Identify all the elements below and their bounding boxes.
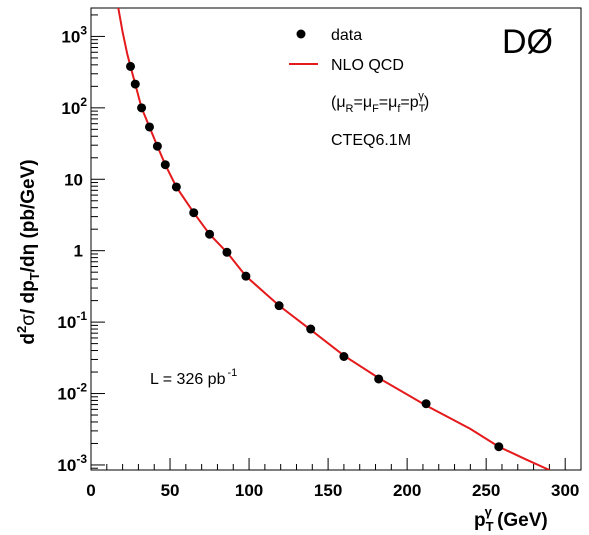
data-point	[126, 61, 136, 71]
data-point	[274, 301, 284, 311]
x-axis: 0 50 100 150 200 250 300	[86, 458, 579, 500]
data-point	[421, 399, 431, 409]
legend-nlo-label: NLO QCD	[331, 57, 404, 74]
x-tick-label: 150	[314, 481, 342, 500]
y-axis-title: d2σ/ dpT/dη (pb/GeV)	[14, 159, 42, 344]
data-point	[189, 208, 199, 218]
y-tick-label: 102	[61, 95, 87, 118]
x-tick-label: 200	[393, 481, 421, 500]
data-point	[171, 182, 181, 192]
x-tick-label: 50	[161, 481, 180, 500]
data-point	[339, 352, 349, 362]
x-tick-label: 0	[86, 481, 95, 500]
y-tick-label: 10	[64, 170, 83, 189]
x-tick-label: 250	[472, 481, 500, 500]
nlo-qcd-curve	[117, 8, 550, 470]
x-axis-title: pTγ (GeV)	[474, 504, 548, 534]
data-point	[130, 79, 140, 89]
data-points	[126, 61, 504, 452]
y-tick-label: 10-2	[57, 381, 87, 404]
legend-data-label: data	[331, 27, 362, 44]
data-point	[222, 247, 232, 257]
data-point	[205, 229, 215, 239]
x-tick-label: 300	[551, 481, 579, 500]
y-tick-label: 1	[74, 242, 83, 261]
y-tick-label: 10-3	[57, 452, 87, 475]
data-point	[137, 103, 147, 113]
data-point	[241, 271, 251, 281]
data-point	[374, 374, 384, 384]
x-tick-label: 100	[235, 481, 263, 500]
legend-data-marker	[296, 29, 306, 39]
y-tick-label: 103	[61, 23, 87, 46]
plot-frame	[90, 7, 582, 471]
data-point	[160, 160, 170, 170]
y-axis: 10-3 10-2 10-1 1 10 102 103	[57, 14, 105, 475]
data-point	[306, 324, 316, 334]
experiment-label: DØ	[502, 23, 553, 61]
data-point	[152, 141, 162, 151]
pdf-note: CTEQ6.1M	[331, 132, 411, 149]
luminosity-annotation: L = 326 pb -1	[150, 367, 237, 388]
data-point	[494, 442, 504, 452]
legend: data NLO QCD (μR=μF=μf=pTγ) CTEQ6.1M	[289, 27, 429, 149]
y-tick-label: 10-1	[57, 309, 87, 332]
data-point	[144, 122, 154, 132]
scale-choice-note: (μR=μF=μf=pTγ)	[331, 90, 429, 115]
